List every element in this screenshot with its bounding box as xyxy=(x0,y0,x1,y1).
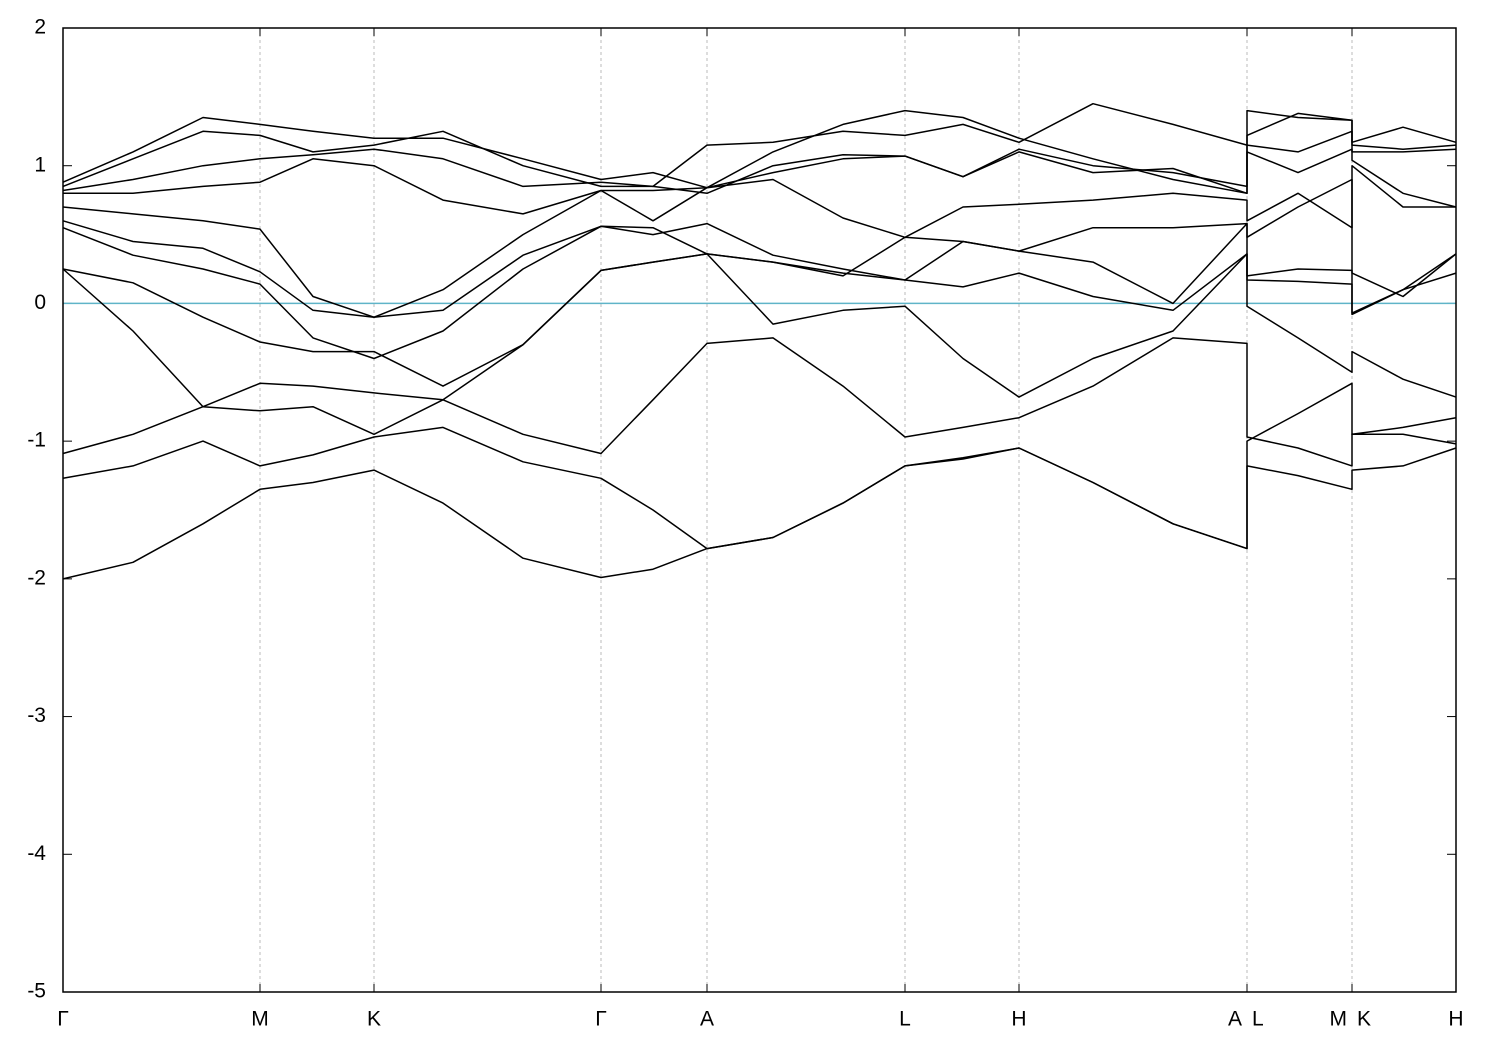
y-tick-label: -1 xyxy=(27,429,46,452)
band-line xyxy=(62,102,1457,188)
band-line xyxy=(62,164,1456,318)
band-line xyxy=(62,130,1457,195)
x-tick-label: Γ xyxy=(595,1008,607,1031)
x-tick-label: L xyxy=(899,1008,911,1031)
band-line xyxy=(62,337,1457,467)
x-tick-label: M xyxy=(1330,1008,1348,1031)
y-tick-label: -3 xyxy=(27,704,46,727)
band-line xyxy=(62,222,1457,360)
x-tick-label: H xyxy=(1448,1008,1463,1031)
x-tick-label: A xyxy=(700,1008,714,1031)
x-tick-label: M xyxy=(251,1008,269,1031)
band-line xyxy=(62,382,1457,550)
y-tick-label: -2 xyxy=(27,566,46,589)
x-tick-label: K xyxy=(1357,1008,1371,1031)
x-tick-label: K xyxy=(367,1008,381,1031)
plot-frame xyxy=(62,27,1457,993)
y-tick-label: 0 xyxy=(34,291,46,314)
band-line xyxy=(62,178,1457,318)
x-tick-label: H xyxy=(1011,1008,1026,1031)
x-tick-label: A xyxy=(1228,1008,1242,1031)
band-line xyxy=(62,109,1457,195)
y-tick-label: 1 xyxy=(34,153,46,176)
x-tick-label: Γ xyxy=(57,1008,69,1031)
y-tick-label: -5 xyxy=(27,980,46,1003)
x-tick-label: L xyxy=(1252,1008,1264,1031)
band-line xyxy=(62,253,1457,436)
band-line xyxy=(62,253,1457,398)
band-line xyxy=(63,148,1457,215)
y-tick-label: 2 xyxy=(34,16,46,39)
y-tick-label: -4 xyxy=(27,842,46,865)
